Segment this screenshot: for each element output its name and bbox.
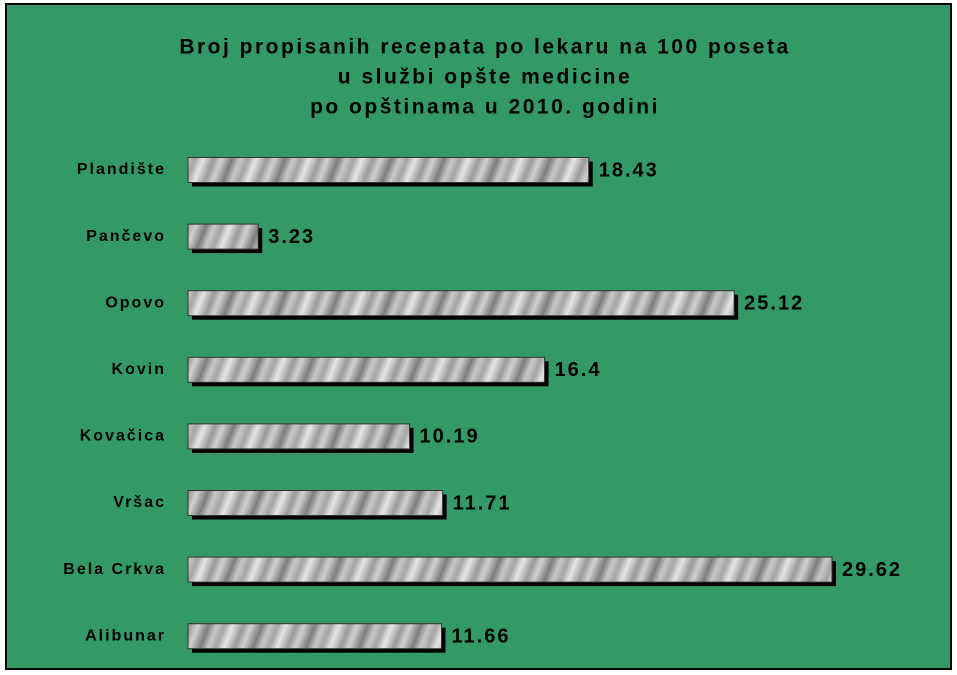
value-label: 11.71 [453, 492, 512, 514]
chart-title: po opštinama u 2010. godini [310, 96, 660, 119]
value-label: 10.19 [420, 426, 480, 448]
bar [187, 356, 546, 383]
bar [187, 423, 411, 450]
value-label: 18.43 [599, 159, 659, 181]
value-label: 29.62 [842, 559, 902, 581]
category-label: Kovin [112, 361, 166, 378]
bar [187, 290, 735, 317]
value-label: 3.23 [268, 226, 315, 248]
value-label: 11.66 [452, 625, 511, 647]
category-label: Vršac [113, 494, 166, 511]
category-label: Bela Crkva [63, 561, 166, 578]
bar [187, 223, 259, 250]
bar [187, 556, 833, 583]
bar [187, 157, 590, 183]
category-label: Kovačica [80, 428, 166, 445]
value-label: 25.12 [744, 292, 804, 314]
category-label: Opovo [105, 294, 166, 311]
category-label: Alibunar [85, 627, 166, 644]
bar [187, 623, 443, 650]
value-label: 16.4 [555, 359, 602, 381]
chart-title: u službi opšte medicine [338, 66, 632, 89]
bar [187, 490, 444, 516]
chart-title: Broj propisanih recepata po lekaru na 10… [179, 36, 790, 59]
category-label: Pančevo [86, 228, 166, 245]
category-label: Plandište [77, 161, 166, 178]
